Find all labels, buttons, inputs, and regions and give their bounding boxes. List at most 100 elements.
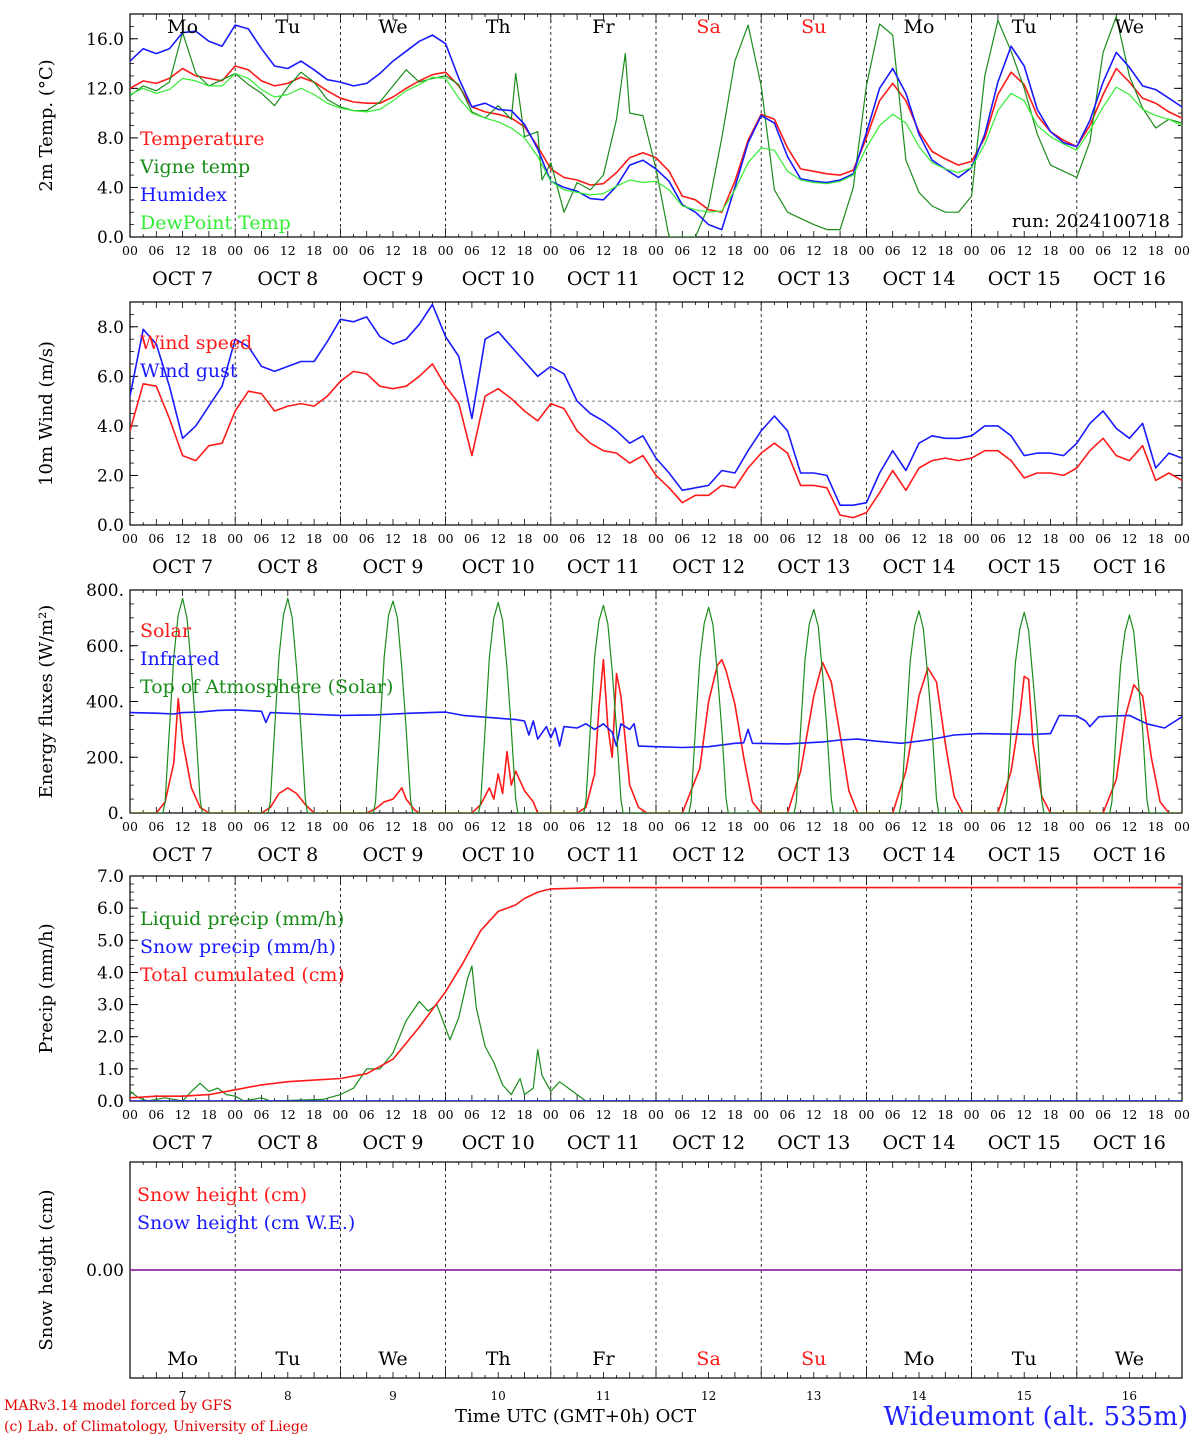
hour-tick-label: 18 (622, 531, 638, 546)
y-tick-label: 4.0 (97, 178, 124, 198)
series-line (130, 65, 1182, 213)
day-name: Mo (904, 16, 935, 38)
series-group (130, 303, 1182, 519)
hour-tick-label: 12 (280, 531, 296, 546)
hour-tick-label: 18 (622, 243, 638, 258)
hour-tick-label: 18 (622, 819, 638, 834)
series-line (130, 658, 1182, 813)
date-label: OCT 7 (152, 1132, 213, 1154)
day-name: We (1115, 1348, 1144, 1370)
hour-tick-label: 00 (332, 531, 348, 546)
hour-tick-label: 18 (1148, 819, 1164, 834)
hour-tick-label: 06 (674, 819, 690, 834)
series-line (130, 72, 1182, 213)
hour-tick-label: 06 (885, 243, 901, 258)
hour-tick-label: 18 (306, 1107, 322, 1122)
date-label: OCT 16 (1093, 556, 1166, 578)
hour-tick-label: 12 (701, 819, 717, 834)
date-label: OCT 13 (777, 556, 850, 578)
hour-tick-label: 18 (622, 1107, 638, 1122)
model-credit: MARv3.14 model forced by GFS (4, 1398, 233, 1414)
hour-tick-label: 06 (674, 1107, 690, 1122)
hour-tick-label: 06 (359, 531, 375, 546)
hour-tick-label: 00 (122, 819, 138, 834)
date-label: OCT 12 (672, 556, 745, 578)
hour-tick-label: 12 (1121, 1107, 1137, 1122)
x-axis-month: OCT (655, 1406, 697, 1427)
date-label: OCT 7 (152, 844, 213, 866)
hour-tick-label: 18 (306, 819, 322, 834)
y-tick-label: 600. (86, 637, 124, 657)
hour-tick-label: 00 (964, 1107, 980, 1122)
date-label: OCT 8 (257, 844, 318, 866)
hour-tick-label: 12 (701, 243, 717, 258)
hour-tick-label: 18 (832, 1107, 848, 1122)
day-name: We (378, 16, 407, 38)
hour-tick-label: 18 (727, 1107, 743, 1122)
legend-entry: Solar (140, 620, 192, 642)
day-name: Th (486, 16, 511, 38)
short-date-label: 11 (596, 1389, 611, 1403)
hour-tick-label: 12 (595, 819, 611, 834)
hour-tick-label: 12 (385, 819, 401, 834)
short-date-label: 9 (389, 1389, 397, 1403)
hour-tick-label: 18 (1043, 1107, 1059, 1122)
hour-tick-label: 00 (858, 243, 874, 258)
y-tick-label: 2.0 (97, 466, 124, 486)
hour-tick-label: 18 (832, 819, 848, 834)
hour-tick-label: 12 (385, 1107, 401, 1122)
date-label: OCT 12 (672, 268, 745, 290)
panel-2: 0.0 2.0 4.0 6.0 8.0 10m Wind (m/s) Wind speed W… (36, 301, 1190, 578)
hour-tick-label: 18 (937, 531, 953, 546)
y-tick-label: 4.0 (97, 963, 124, 983)
day-name: Tu (275, 16, 300, 38)
hour-tick-label: 00 (964, 819, 980, 834)
y-tick-label: 0.00 (86, 1261, 124, 1281)
hour-tick-label: 00 (543, 531, 559, 546)
hour-tick-label: 00 (1069, 1107, 1085, 1122)
hour-tick-label: 00 (227, 531, 243, 546)
day-name: Tu (1012, 1348, 1037, 1370)
hour-tick-label: 00 (122, 243, 138, 258)
hour-tick-label: 18 (306, 243, 322, 258)
hour-tick-label: 12 (175, 1107, 191, 1122)
hour-tick-label: 12 (1121, 819, 1137, 834)
date-label: OCT 8 (257, 1132, 318, 1154)
hour-tick-label: 00 (122, 1107, 138, 1122)
x-axis-label-text: Time UTC (GMT+0h) (455, 1406, 650, 1427)
y-tick-label: 8.0 (97, 318, 124, 338)
hour-tick-label: 06 (674, 243, 690, 258)
hour-tick-label: 18 (411, 819, 427, 834)
day-name: Tu (1012, 16, 1037, 38)
short-date-label: 7 (179, 1389, 187, 1403)
legend-entry: Wind gust (140, 360, 238, 382)
hour-tick-label: 18 (411, 243, 427, 258)
hour-tick-label: 12 (595, 243, 611, 258)
hour-tick-label: 12 (385, 531, 401, 546)
legend-entry: Snow precip (mm/h) (140, 936, 336, 958)
date-label: OCT 8 (257, 268, 318, 290)
hour-tick-label: 12 (280, 819, 296, 834)
hour-tick-label: 12 (911, 1107, 927, 1122)
hour-tick-label: 12 (806, 1107, 822, 1122)
hour-tick-label: 06 (885, 531, 901, 546)
short-date-label: 10 (491, 1389, 506, 1403)
hour-tick-label: 12 (1121, 243, 1137, 258)
day-name: Tu (275, 1348, 300, 1370)
hour-tick-label: 06 (990, 531, 1006, 546)
day-name: We (1115, 16, 1144, 38)
hour-tick-label: 12 (911, 243, 927, 258)
hour-tick-label: 00 (858, 1107, 874, 1122)
hour-tick-label: 18 (517, 531, 533, 546)
hour-tick-label: 06 (254, 1107, 270, 1122)
date-label: OCT 15 (988, 268, 1061, 290)
hour-tick-label: 00 (1174, 531, 1190, 546)
hour-tick-label: 00 (753, 819, 769, 834)
y-tick-label: 0. (108, 804, 124, 824)
hour-tick-label: 06 (359, 243, 375, 258)
hour-tick-label: 18 (411, 531, 427, 546)
hour-tick-label: 18 (517, 819, 533, 834)
date-label: OCT 10 (462, 556, 535, 578)
